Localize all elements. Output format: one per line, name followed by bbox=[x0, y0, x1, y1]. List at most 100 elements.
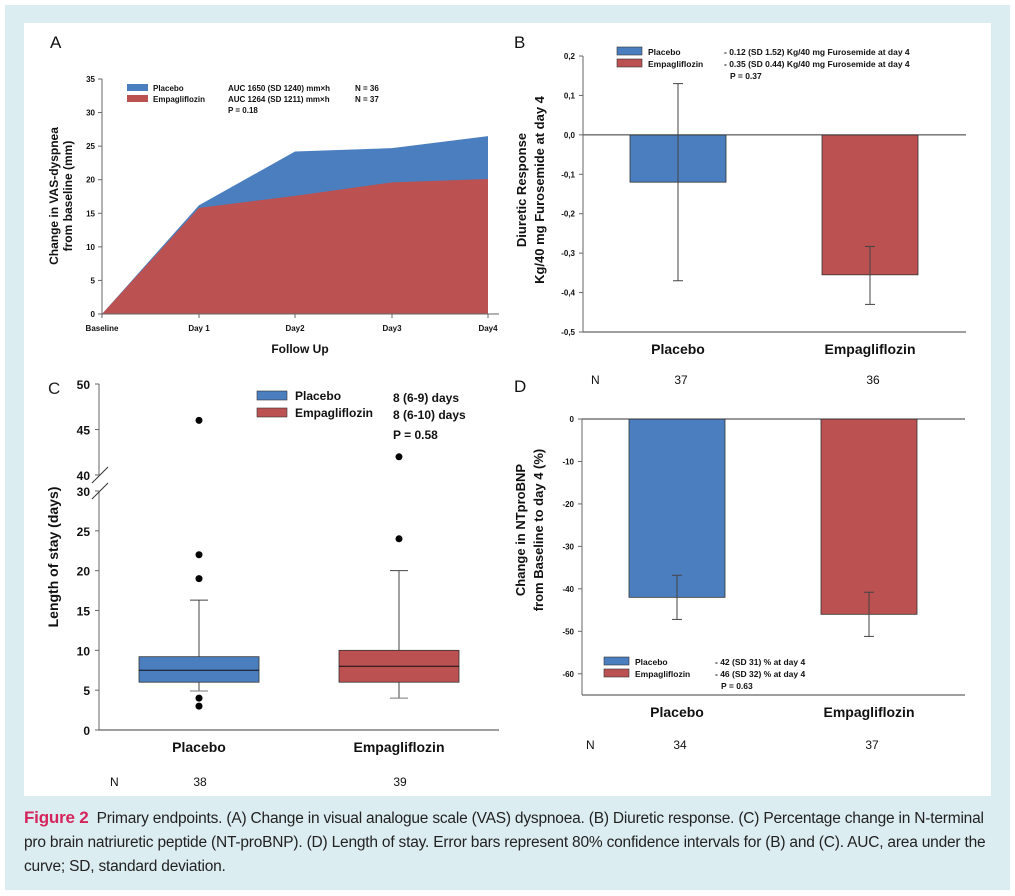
y-tick-label: -0,3 bbox=[561, 249, 575, 258]
legend-label: Empagliflozin bbox=[635, 669, 690, 679]
box-placebo bbox=[138, 656, 260, 683]
legend-label: Placebo bbox=[295, 389, 341, 403]
legend-swatch bbox=[603, 656, 630, 666]
axis-break-mark bbox=[91, 482, 109, 500]
chart-a: 0 5 10 15 20 25 30 35 Baseline Day 1 Day2 Day3 Day4 F… bbox=[47, 75, 499, 356]
legend-swatch bbox=[256, 407, 288, 418]
legend-swatch bbox=[616, 46, 643, 56]
y-tick-label: 25 bbox=[77, 525, 91, 539]
legend-label: Empagliflozin bbox=[295, 406, 373, 420]
n-label: N bbox=[110, 775, 119, 789]
p-value: P = 0.18 bbox=[228, 106, 258, 115]
legend-stat: 8 (6-9) days bbox=[393, 391, 459, 405]
y-tick-label: -20 bbox=[562, 500, 574, 509]
category-label: Empagliflozin bbox=[824, 704, 915, 720]
y-tick-label: 50 bbox=[77, 378, 91, 392]
y-axis-title: Change in VAS-dyspnea bbox=[47, 127, 61, 265]
legend-n: N = 36 bbox=[355, 84, 379, 93]
y-tick-label: 35 bbox=[86, 75, 95, 84]
y-tick-label: -60 bbox=[562, 670, 574, 679]
y-tick-label: 20 bbox=[77, 565, 91, 579]
legend-swatch bbox=[127, 95, 148, 102]
y-tick-label: 40 bbox=[77, 469, 91, 483]
chart-b: 0,2 0,1 0,0 -0,1 -0,2 -0,3 -0,4 -0,5 Placebo 37 Em… bbox=[514, 46, 966, 387]
category-label: Placebo bbox=[651, 341, 705, 357]
area-empagliflozin bbox=[102, 179, 488, 314]
y-tick-label: -0,2 bbox=[561, 210, 575, 219]
y-tick-label: 15 bbox=[77, 605, 91, 619]
y-tick-label: 0,2 bbox=[564, 52, 576, 61]
y-tick-label: 30 bbox=[86, 109, 95, 118]
outlier-point bbox=[395, 535, 403, 543]
chart-c: 0 5 10 15 20 25 30 40 45 50 Length of stay (days) P… bbox=[45, 378, 499, 789]
bar-empagliflozin bbox=[820, 418, 918, 615]
legend-label: Placebo bbox=[635, 657, 668, 667]
x-tick-label: Baseline bbox=[86, 324, 119, 333]
p-value: P = 0.58 bbox=[393, 428, 438, 442]
panel-label-b: B bbox=[514, 33, 525, 52]
legend-stat: - 0.35 (SD 0.44) Kg/40 mg Furosemide at … bbox=[724, 59, 910, 69]
legend-label: Empagliflozin bbox=[153, 95, 205, 104]
legend-stat: 8 (6-10) days bbox=[393, 408, 466, 422]
panel-label-a: A bbox=[50, 33, 62, 52]
n-value: 36 bbox=[866, 373, 880, 387]
legend-stat: AUC 1264 (SD 1211) mm×h bbox=[228, 95, 330, 104]
n-label: N bbox=[586, 738, 595, 752]
legend-swatch bbox=[127, 84, 148, 91]
n-value: 38 bbox=[193, 775, 207, 789]
p-value: P = 0.63 bbox=[721, 681, 753, 691]
category-label: Empagliflozin bbox=[825, 341, 916, 357]
y-axis-title: from baseline (mm) bbox=[61, 141, 75, 252]
outlier-point bbox=[195, 551, 203, 559]
y-axis-title: Kg/40 mg Furosemide at day 4 bbox=[532, 95, 547, 284]
y-tick-label: 0 bbox=[83, 724, 90, 738]
panel-label-c: C bbox=[48, 379, 60, 398]
n-label: N bbox=[591, 373, 600, 387]
y-tick-label: -0,4 bbox=[561, 289, 575, 298]
bar-placebo bbox=[628, 418, 726, 598]
legend-swatch bbox=[603, 668, 630, 678]
outlier-point bbox=[195, 702, 203, 710]
outlier-point bbox=[195, 416, 203, 424]
y-tick-label: 0 bbox=[570, 415, 575, 424]
y-tick-label: 10 bbox=[86, 243, 95, 252]
outlier-point bbox=[195, 694, 203, 702]
y-tick-label: 10 bbox=[77, 644, 91, 658]
legend-stat: - 0.12 (SD 1.52) Kg/40 mg Furosemide at … bbox=[724, 47, 910, 57]
x-tick-label: Day 1 bbox=[188, 324, 210, 333]
y-tick-label: 25 bbox=[86, 142, 95, 151]
category-label: Placebo bbox=[650, 704, 704, 720]
x-tick-label: Day4 bbox=[478, 324, 498, 333]
outlier-point bbox=[395, 453, 403, 461]
legend-stat: - 42 (SD 31) % at day 4 bbox=[715, 657, 806, 667]
n-value: 37 bbox=[865, 738, 879, 752]
n-value: 37 bbox=[674, 373, 688, 387]
y-tick-label: 45 bbox=[77, 424, 91, 438]
y-tick-label: 20 bbox=[86, 176, 95, 185]
y-tick-label: 0 bbox=[91, 310, 96, 319]
y-tick-label: 30 bbox=[77, 485, 91, 499]
legend-swatch bbox=[616, 58, 643, 68]
y-axis-title: Diuretic Response bbox=[514, 133, 529, 247]
y-tick-label: 15 bbox=[86, 209, 95, 218]
x-axis-title: Follow Up bbox=[271, 342, 328, 356]
panel-label-d: D bbox=[514, 377, 526, 396]
legend-n: N = 37 bbox=[355, 95, 379, 104]
y-tick-label: 5 bbox=[83, 684, 90, 698]
y-tick-label: -0,5 bbox=[561, 328, 575, 337]
legend-stat: - 46 (SD 32) % at day 4 bbox=[715, 669, 806, 679]
x-tick-label: Day2 bbox=[285, 324, 305, 333]
y-tick-label: 0,0 bbox=[564, 131, 576, 140]
chart-d: 0 -10 -20 -30 -40 -50 -60 Placebo 34 Empagliflozi… bbox=[513, 415, 965, 752]
legend-stat: AUC 1650 (SD 1240) mm×h bbox=[228, 84, 330, 93]
legend-swatch bbox=[256, 390, 288, 401]
y-tick-label: -0,1 bbox=[561, 170, 575, 179]
y-tick-label: -30 bbox=[562, 542, 574, 551]
y-tick-label: -10 bbox=[562, 457, 574, 466]
axis-break-mark bbox=[91, 466, 109, 484]
legend-label: Placebo bbox=[648, 47, 681, 57]
outlier-point bbox=[195, 575, 203, 583]
figure-label: Figure 2 bbox=[24, 808, 89, 827]
y-tick-label: -40 bbox=[562, 585, 574, 594]
